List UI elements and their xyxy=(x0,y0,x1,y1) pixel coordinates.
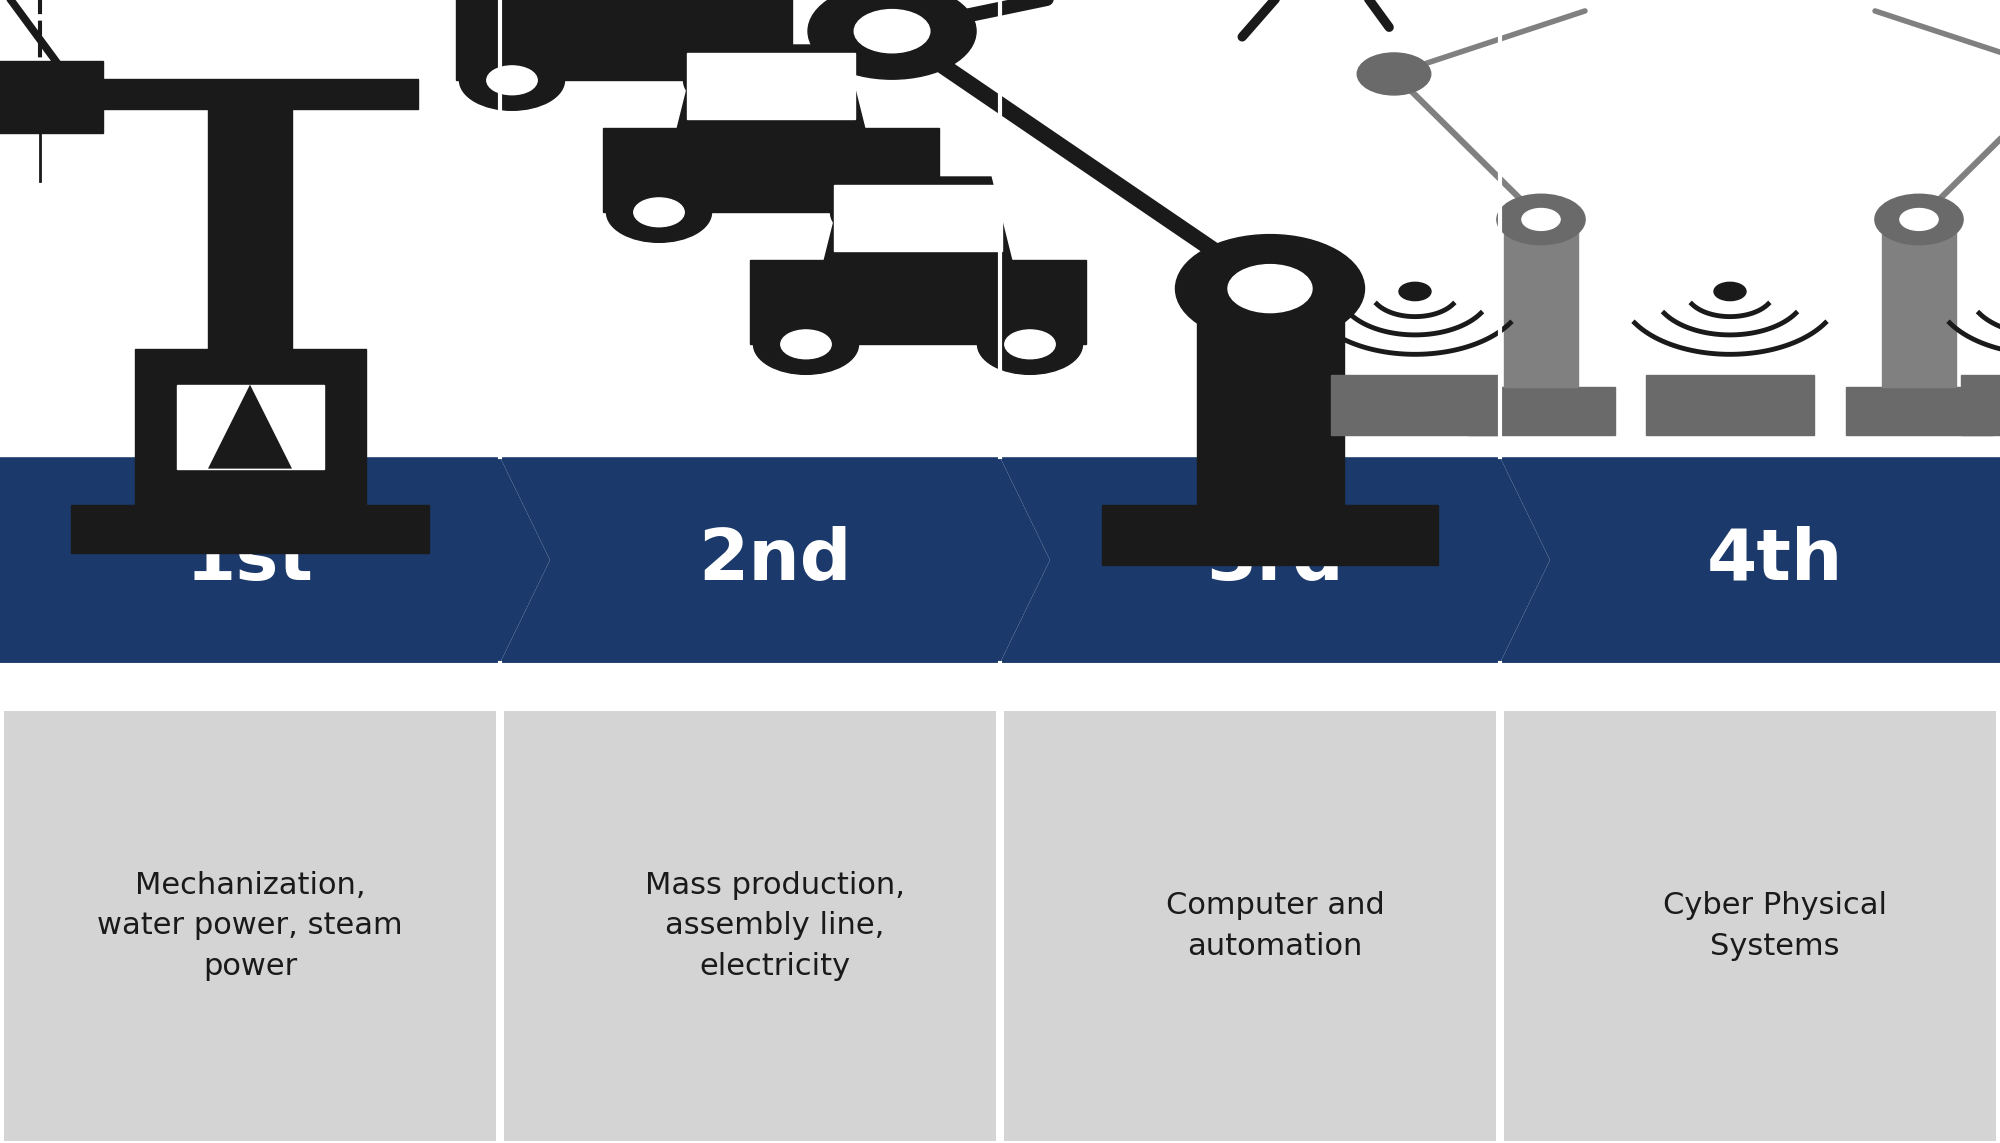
Circle shape xyxy=(1400,282,1432,301)
Circle shape xyxy=(978,314,1082,375)
Text: Computer and
automation: Computer and automation xyxy=(1166,892,1384,960)
Text: Mechanization,
water power, steam
power: Mechanization, water power, steam power xyxy=(98,871,402,981)
Text: 3rd: 3rd xyxy=(1206,526,1344,594)
Circle shape xyxy=(1176,234,1364,343)
Text: Cyber Physical
Systems: Cyber Physical Systems xyxy=(1664,892,1888,960)
Polygon shape xyxy=(1500,457,2000,663)
Bar xyxy=(82,79,418,109)
FancyBboxPatch shape xyxy=(4,711,496,1141)
Bar xyxy=(1646,375,1814,435)
Circle shape xyxy=(1874,194,1964,245)
Circle shape xyxy=(830,182,936,242)
Bar xyxy=(1504,219,1578,387)
Text: 1st: 1st xyxy=(186,526,314,594)
Bar xyxy=(134,349,366,505)
Circle shape xyxy=(808,0,976,79)
FancyBboxPatch shape xyxy=(504,711,996,1141)
Bar xyxy=(1846,387,1992,435)
Bar xyxy=(208,85,292,349)
Polygon shape xyxy=(824,176,1012,261)
Circle shape xyxy=(1714,282,1746,301)
Text: Mass production,
assembly line,
electricity: Mass production, assembly line, electric… xyxy=(644,871,904,981)
Bar xyxy=(1468,387,1614,435)
Bar xyxy=(604,128,940,213)
Bar xyxy=(176,384,324,469)
Bar xyxy=(834,185,1002,250)
Bar xyxy=(0,61,102,133)
Text: 2nd: 2nd xyxy=(698,526,852,594)
Polygon shape xyxy=(500,457,1050,663)
Bar xyxy=(72,505,428,553)
Bar xyxy=(456,0,792,80)
Bar xyxy=(1196,288,1344,505)
Circle shape xyxy=(486,66,538,95)
Circle shape xyxy=(1004,330,1056,359)
Circle shape xyxy=(1522,208,1560,231)
Circle shape xyxy=(1900,208,1938,231)
Polygon shape xyxy=(676,45,866,128)
Circle shape xyxy=(710,66,762,95)
Text: 4th: 4th xyxy=(1706,526,1844,594)
Bar xyxy=(750,261,1086,344)
Circle shape xyxy=(1496,194,1586,245)
Bar xyxy=(1102,504,1438,565)
Circle shape xyxy=(858,198,908,226)
FancyBboxPatch shape xyxy=(1504,711,1996,1141)
FancyBboxPatch shape xyxy=(1004,711,1496,1141)
Polygon shape xyxy=(208,384,292,469)
Circle shape xyxy=(634,198,684,226)
Circle shape xyxy=(854,9,930,53)
Circle shape xyxy=(1228,264,1312,312)
Circle shape xyxy=(780,330,832,359)
Circle shape xyxy=(460,50,564,111)
Polygon shape xyxy=(0,457,550,663)
Bar xyxy=(688,53,856,119)
Circle shape xyxy=(684,50,788,111)
Bar xyxy=(1882,219,1956,387)
Circle shape xyxy=(754,314,858,375)
Bar xyxy=(1960,375,2000,435)
Circle shape xyxy=(1358,53,1430,95)
Polygon shape xyxy=(1000,457,1550,663)
Bar xyxy=(1332,375,1500,435)
Circle shape xyxy=(606,182,712,242)
